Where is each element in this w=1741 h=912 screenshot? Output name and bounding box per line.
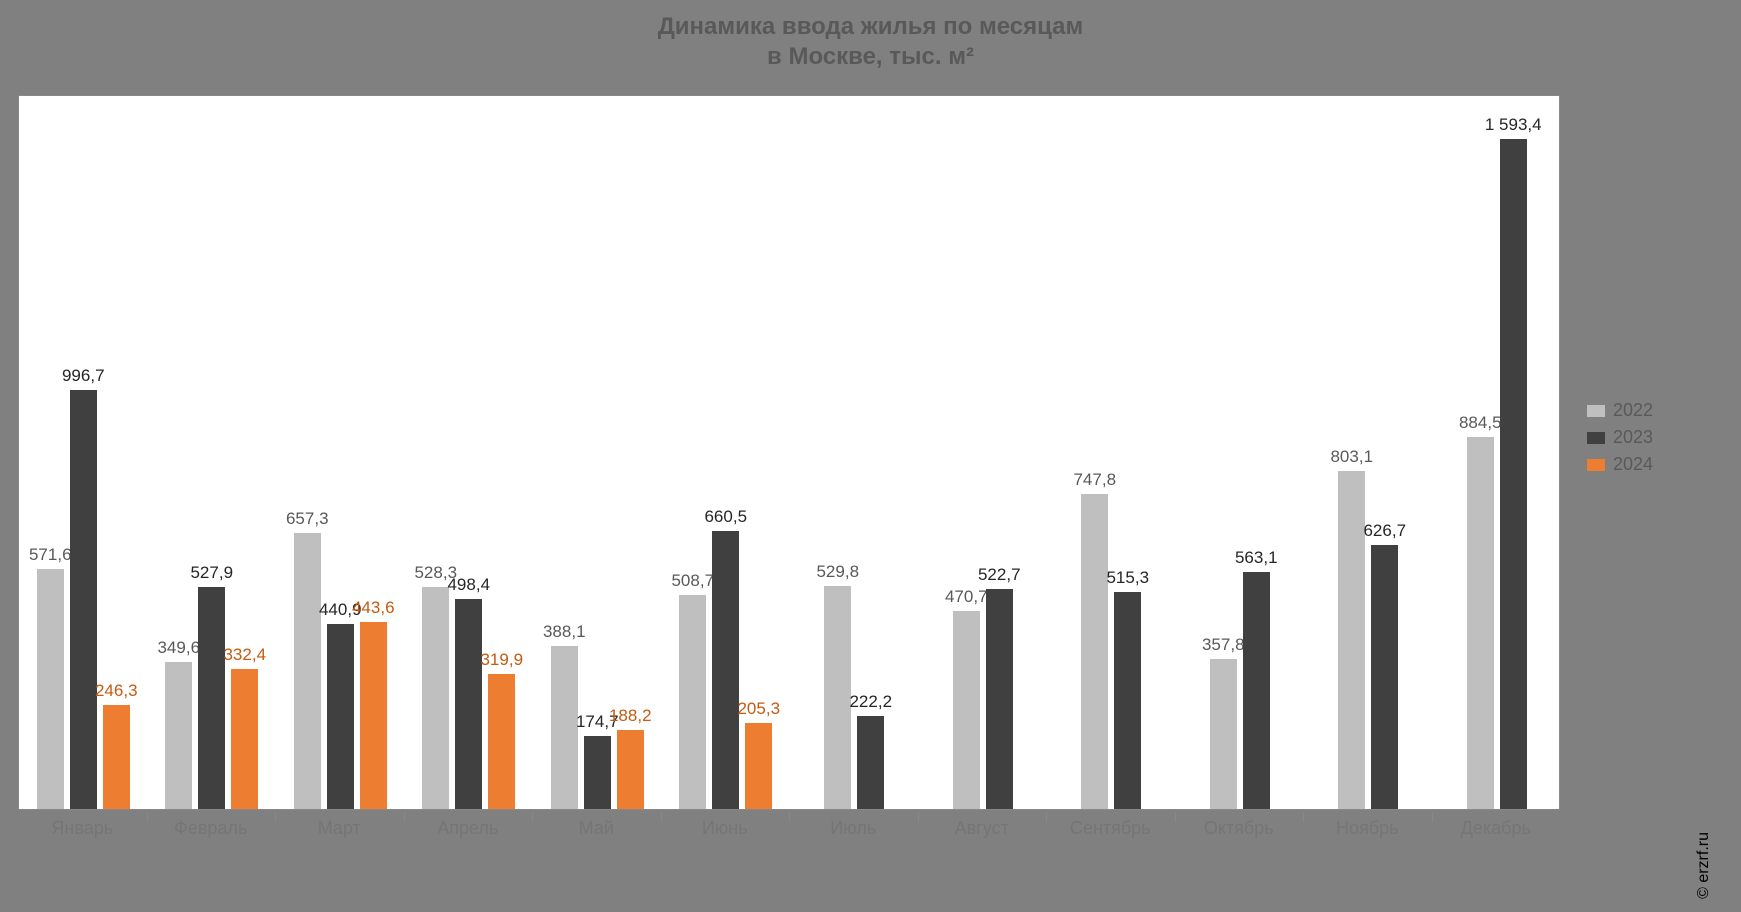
bar-label-2024: 319,9: [480, 650, 523, 670]
bar-label-2022: 747,8: [1073, 470, 1116, 490]
bar-label-2022: 357,8: [1202, 635, 1245, 655]
x-axis-separator: [1175, 812, 1176, 822]
bar-label-2022: 657,3: [286, 509, 329, 529]
x-axis-label: Август: [955, 818, 1009, 839]
x-axis-separator: [275, 812, 276, 822]
bar-label-2023: 626,7: [1363, 521, 1406, 541]
bar-2023: [857, 716, 884, 809]
bar-label-2023: 527,9: [190, 563, 233, 583]
x-axis-label: Декабрь: [1461, 818, 1531, 839]
bar-label-2023: 522,7: [978, 565, 1021, 585]
x-axis-label: Сентябрь: [1070, 818, 1151, 839]
x-axis-separator: [404, 812, 405, 822]
legend-swatch-2023: [1587, 432, 1605, 444]
legend-label-2024: 2024: [1613, 454, 1653, 475]
bar-2023: [327, 624, 354, 809]
legend-label-2022: 2022: [1613, 400, 1653, 421]
title-line-2: в Москве, тыс. м²: [0, 42, 1741, 72]
chart-title: Динамика ввода жилья по месяцам в Москве…: [0, 0, 1741, 72]
x-axis-label: Апрель: [437, 818, 498, 839]
bar-label-2023: 996,7: [62, 366, 105, 386]
bar-label-2023: 1 593,4: [1485, 115, 1542, 135]
x-axis-label: Октябрь: [1204, 818, 1274, 839]
x-axis-label: Июнь: [702, 818, 748, 839]
x-axis-separator: [1432, 812, 1433, 822]
x-axis-separator: [532, 812, 533, 822]
bar-2022: [294, 533, 321, 809]
x-axis-label: Май: [579, 818, 614, 839]
bar-2022: [824, 586, 851, 809]
legend-label-2023: 2023: [1613, 427, 1653, 448]
x-axis-separator: [918, 812, 919, 822]
bar-label-2022: 349,6: [157, 638, 200, 658]
bar-label-2024: 188,2: [609, 706, 652, 726]
bar-2023: [1243, 572, 1270, 809]
bar-2023: [455, 599, 482, 809]
bar-2022: [165, 662, 192, 809]
bar-label-2022: 803,1: [1330, 447, 1373, 467]
bar-label-2023: 222,2: [849, 692, 892, 712]
bar-label-2024: 205,3: [737, 699, 780, 719]
x-axis-label: Июль: [830, 818, 876, 839]
bar-2022: [1210, 659, 1237, 809]
bar-2022: [679, 595, 706, 809]
bar-label-2022: 529,8: [816, 562, 859, 582]
bar-2024: [103, 705, 130, 809]
legend-item-2023: 2023: [1587, 427, 1653, 448]
bar-2022: [37, 569, 64, 809]
bar-label-2023: 498,4: [447, 575, 490, 595]
plot-area: 571,6996,7246,3349,6527,9332,4657,3440,9…: [19, 96, 1559, 809]
bar-label-2022: 470,7: [945, 587, 988, 607]
bar-label-2022: 571,6: [29, 545, 72, 565]
legend-swatch-2022: [1587, 405, 1605, 417]
bar-2024: [745, 723, 772, 809]
bar-2023: [986, 589, 1013, 809]
bar-2022: [1081, 494, 1108, 809]
bar-2022: [1338, 471, 1365, 809]
x-axis-separator: [1046, 812, 1047, 822]
bar-2024: [617, 730, 644, 809]
bar-2023: [1371, 545, 1398, 809]
x-axis-separator: [147, 812, 148, 822]
bar-2023: [584, 736, 611, 809]
bar-2024: [360, 622, 387, 809]
chart-plot-frame: 571,6996,7246,3349,6527,9332,4657,3440,9…: [18, 95, 1560, 810]
bar-label-2023: 563,1: [1235, 548, 1278, 568]
bar-label-2024: 332,4: [223, 645, 266, 665]
x-axis-label: Ноябрь: [1336, 818, 1398, 839]
bar-label-2024: 443,6: [352, 598, 395, 618]
bar-label-2022: 884,5: [1459, 413, 1502, 433]
bar-2023: [1114, 592, 1141, 809]
x-axis-separator: [789, 812, 790, 822]
bar-label-2022: 388,1: [543, 622, 586, 642]
bar-2023: [198, 587, 225, 809]
bar-label-2023: 515,3: [1106, 568, 1149, 588]
x-axis-separator: [661, 812, 662, 822]
legend-swatch-2024: [1587, 459, 1605, 471]
bar-2023: [712, 531, 739, 809]
x-axis-label: Март: [318, 818, 361, 839]
legend-item-2024: 2024: [1587, 454, 1653, 475]
bar-2022: [551, 646, 578, 809]
bar-label-2022: 508,7: [671, 571, 714, 591]
copyright: © erzrf.ru: [1695, 832, 1713, 899]
bar-2022: [1467, 437, 1494, 809]
bar-label-2024: 246,3: [95, 681, 138, 701]
legend: 2022 2023 2024: [1587, 400, 1653, 481]
bar-2024: [231, 669, 258, 809]
bar-2023: [1500, 139, 1527, 809]
bar-2022: [953, 611, 980, 809]
x-axis-labels: Январь Февраль Март Апрель Май Июнь Июль Август…: [18, 812, 1560, 842]
bar-2023: [70, 390, 97, 809]
x-axis-separator: [1303, 812, 1304, 822]
bar-2024: [488, 674, 515, 809]
bar-2022: [422, 587, 449, 809]
x-axis-label: Февраль: [174, 818, 247, 839]
bar-label-2023: 660,5: [704, 507, 747, 527]
x-axis-label: Январь: [51, 818, 113, 839]
legend-item-2022: 2022: [1587, 400, 1653, 421]
title-line-1: Динамика ввода жилья по месяцам: [0, 12, 1741, 42]
